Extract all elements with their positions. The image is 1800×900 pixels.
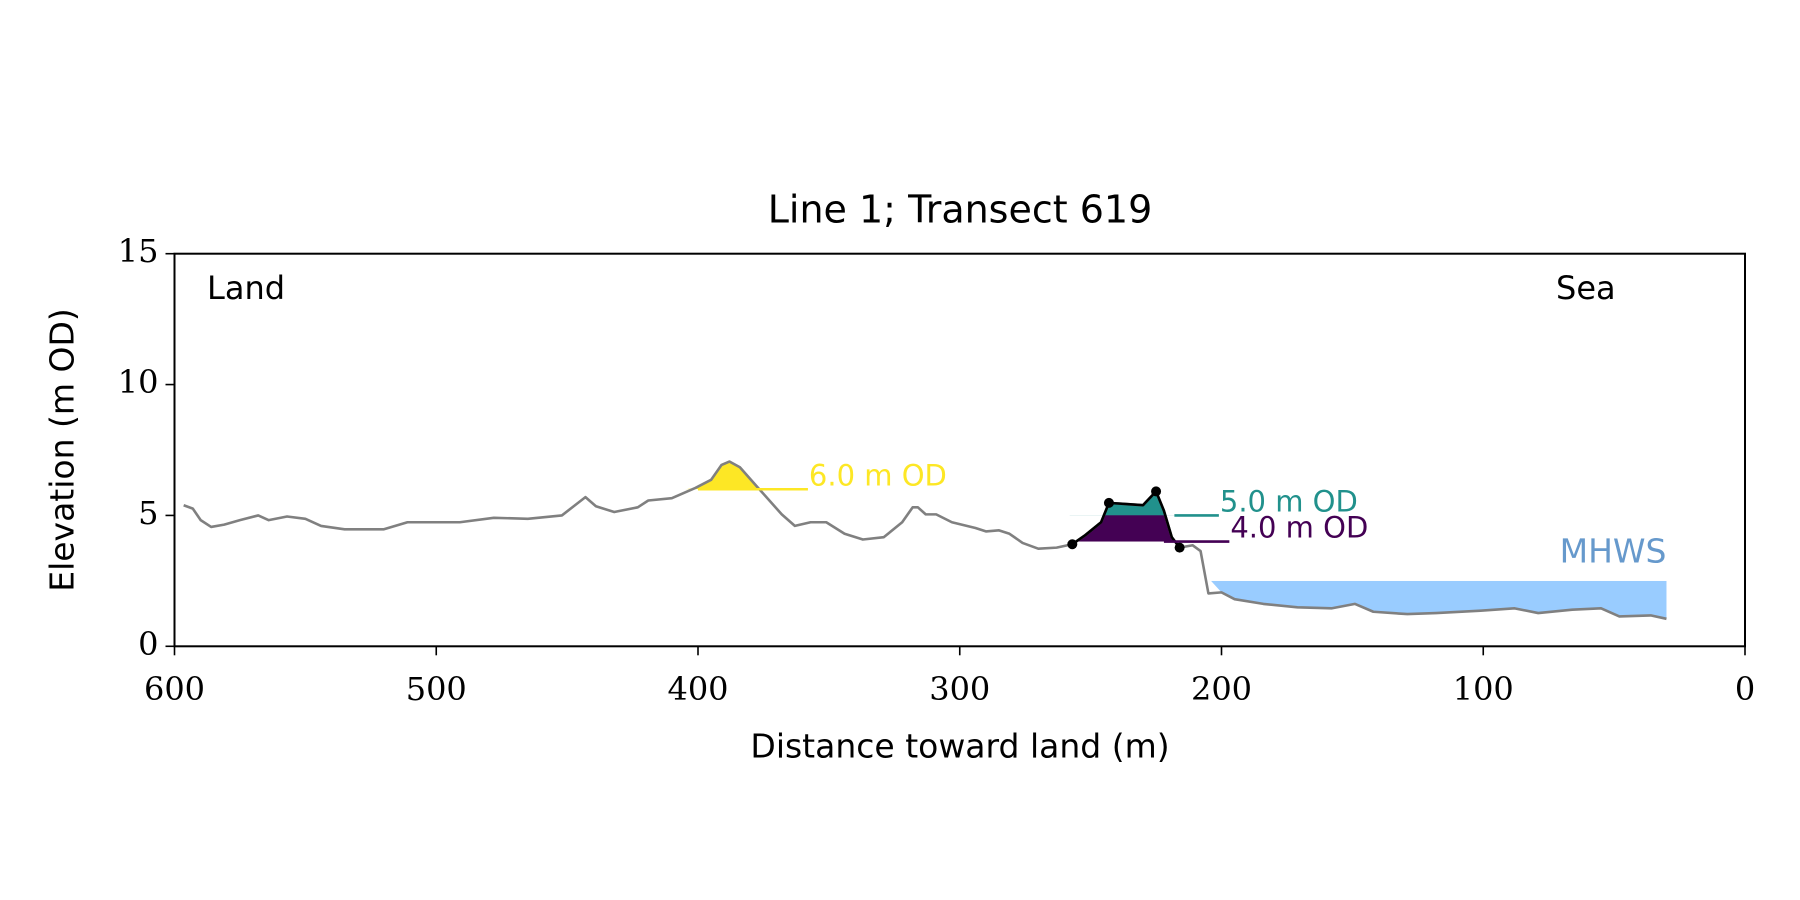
level-label: 6.0 m OD	[809, 458, 947, 492]
crest-point	[1103, 497, 1114, 508]
y-tick-label: 15	[118, 232, 159, 270]
y-tick-label: 10	[118, 363, 159, 401]
x-tick-label: 0	[1735, 670, 1755, 708]
annotation: Land	[207, 269, 285, 307]
level-label: 4.0 m OD	[1230, 511, 1368, 545]
x-axis-label: Distance toward land (m)	[750, 727, 1169, 766]
plot-frame	[173, 252, 1746, 648]
level-label: 5.0 m OD	[1220, 484, 1358, 518]
x-tick-label: 400	[667, 670, 728, 708]
crest-point	[1174, 542, 1185, 553]
y-axis-label: Elevation (m OD)	[43, 308, 82, 592]
mhws-label: MHWS	[1560, 531, 1667, 570]
x-tick-label: 500	[406, 670, 467, 708]
level-fill	[1103, 491, 1166, 516]
x-tick-label: 300	[929, 670, 990, 708]
y-tick-label: 5	[138, 494, 158, 532]
annotation: Sea	[1556, 269, 1616, 307]
crest-point	[1067, 539, 1078, 550]
profile-line	[183, 460, 1667, 621]
x-tick-label: 200	[1191, 670, 1252, 708]
profile-line	[1071, 490, 1181, 549]
mhws-fill	[1211, 580, 1667, 619]
x-tick-label: 100	[1453, 670, 1514, 708]
x-tick-label: 600	[144, 670, 205, 708]
y-tick-label: 0	[138, 625, 158, 663]
crest-point	[1151, 486, 1162, 497]
chart-title: Line 1; Transect 619	[768, 188, 1153, 232]
